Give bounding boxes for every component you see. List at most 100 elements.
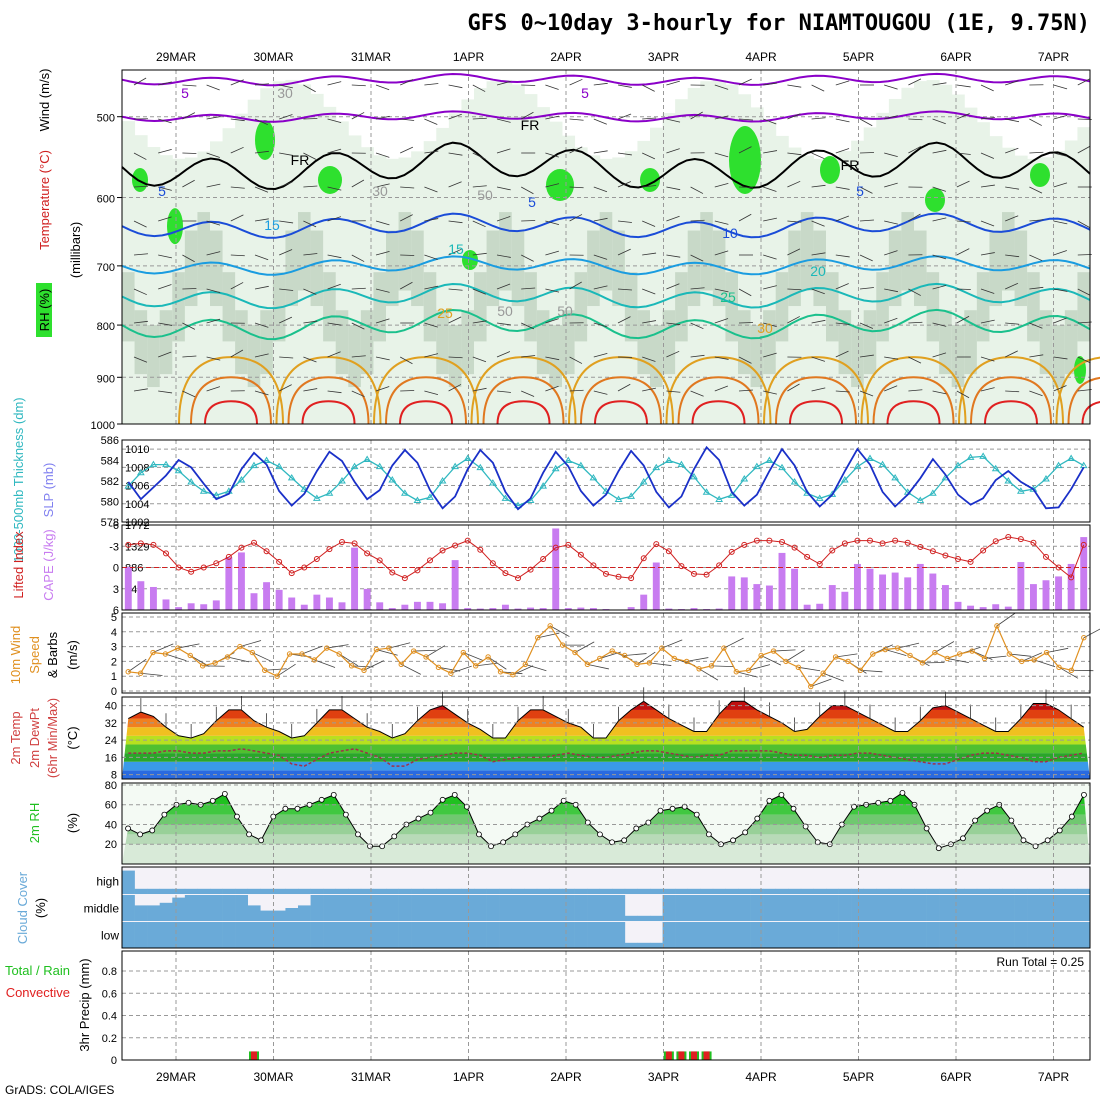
thickness-point (400, 489, 409, 496)
wind-barb (400, 281, 413, 290)
cape-bar (967, 605, 975, 610)
wind-barb (980, 319, 995, 324)
wind-barb (1077, 389, 1092, 392)
rh-point (1008, 817, 1015, 824)
cloud-cell-middle (738, 895, 751, 921)
lifted-index-point (992, 538, 999, 545)
wind-barb (1077, 220, 1091, 229)
wind-barb (642, 117, 657, 120)
wind-barb-10m (301, 645, 323, 655)
wind-barb (884, 182, 898, 188)
wind-barb (642, 220, 656, 227)
cloud-cell-high (901, 888, 915, 894)
wind-barb (133, 253, 148, 256)
wind-barb (521, 355, 536, 358)
rh-point (814, 839, 821, 846)
temperature-contour (121, 110, 1091, 123)
wind-barb (593, 390, 608, 395)
lifted-index-point (288, 570, 295, 577)
temp-band (122, 727, 1090, 736)
wind-barb (206, 251, 221, 256)
lifted-index-point (628, 575, 635, 582)
cape-bar (916, 563, 924, 610)
rh-band-mid (964, 310, 978, 375)
wind-barb (448, 356, 463, 359)
wind-speed-point (262, 667, 268, 673)
wind-barb (496, 322, 511, 326)
wind-barb (206, 84, 220, 91)
wind-barb-10m (239, 640, 262, 647)
lifted-index-point (339, 539, 345, 545)
wind-speed-point (386, 645, 392, 651)
wind-barb (980, 152, 995, 159)
rh-tick-label: 40 (105, 819, 117, 831)
wind-barb (666, 350, 680, 358)
wind-barb (690, 254, 704, 262)
wind-barb (714, 182, 729, 188)
wind-barb (884, 288, 899, 293)
wind-barb (642, 152, 656, 160)
thickness-point (463, 454, 472, 461)
warm-contour-arch (1067, 376, 1100, 425)
wind-barb (859, 118, 873, 127)
cloud-cell-high (348, 888, 362, 894)
cape-bar (476, 608, 484, 610)
dewpoint-line (128, 748, 1084, 767)
date-label-top: 6APR (940, 50, 972, 64)
wind-barb (351, 179, 365, 188)
wind-barb (448, 248, 462, 256)
wind-barb (714, 288, 729, 293)
cape-bar (413, 601, 421, 610)
thickness-point (1016, 487, 1025, 494)
wind-speed-point (894, 645, 901, 651)
wind-barb (835, 80, 850, 86)
rh-point (790, 805, 797, 812)
rh-point (294, 805, 301, 812)
wind-barb-10m (463, 652, 484, 662)
wind-barb (1005, 147, 1019, 154)
rh-band-mid (901, 212, 915, 291)
rh-point (730, 837, 736, 844)
rh-point (923, 825, 930, 832)
contour-label: 5 (581, 85, 589, 101)
thickness-point (312, 494, 321, 501)
wind-barb (593, 352, 608, 358)
wind-barb (811, 252, 826, 256)
wind-speed-point (274, 673, 280, 679)
wind-barb (545, 250, 559, 256)
cloud-cell-low (989, 922, 1003, 948)
cape-bar (715, 608, 723, 610)
wind-barb (448, 384, 462, 392)
wind-speed-point (299, 651, 305, 657)
lifted-index-point (615, 573, 622, 580)
cape-bar (288, 597, 296, 610)
cloud-cell-high (298, 888, 311, 894)
cape-bar (954, 601, 962, 610)
wind-barb (279, 384, 292, 392)
lifted-index-point (540, 556, 547, 562)
rh-point (355, 831, 361, 838)
wind-speed-point (522, 661, 529, 668)
wind-barb (254, 353, 269, 358)
cloud-cell-high (235, 888, 249, 894)
warm-contour-arch (496, 400, 551, 425)
thickness-point (174, 466, 183, 474)
wind-barb (859, 354, 874, 358)
rh-band (122, 844, 1090, 864)
cape-bar (489, 608, 497, 610)
wind-barb (714, 115, 729, 120)
cloud-cell-low (562, 922, 575, 948)
lifted-index-point (766, 537, 773, 544)
rh-point (960, 835, 966, 842)
wind-barb (932, 118, 946, 125)
footer-credit: GrADS: COLA/IGES (5, 1083, 114, 1097)
rh-band-mid (411, 230, 425, 307)
thickness-point (1004, 477, 1013, 484)
precip-tick-label: 0.8 (102, 966, 117, 978)
wind-barb (666, 80, 680, 86)
wind-tick-label: 4 (111, 627, 117, 639)
lifted-index-point (213, 560, 220, 567)
rh-band-mid (612, 230, 626, 307)
lifted-index-point (791, 544, 798, 551)
wind-barb (521, 186, 534, 195)
